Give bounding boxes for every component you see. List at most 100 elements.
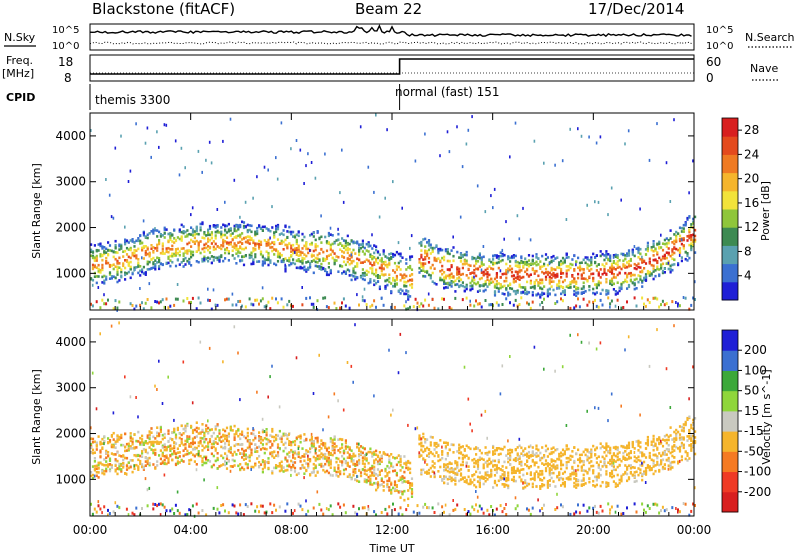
velocity-cell [520,461,522,464]
velocity-cell [154,453,156,456]
velocity-cell [451,443,453,446]
power-cell [588,269,590,272]
velocity-cell [384,468,386,471]
power-cell [626,287,628,290]
power-cell [502,273,504,276]
velocity-cell [445,476,447,479]
velocity-cell [247,466,249,469]
power-cell [92,267,94,270]
power-cell [373,244,375,247]
power-cell [539,266,541,269]
power-cell [194,241,196,244]
velocity-noise-cell [390,414,392,417]
velocity-cell [113,453,115,456]
power-cell [443,259,445,262]
power-cell [526,291,528,294]
velocity-cell [390,462,392,465]
velocity-cell [441,451,443,454]
power-cell [492,281,494,284]
velocity-cell [98,471,100,474]
velocity-cell [373,462,375,465]
velocity-near-cell [528,509,530,512]
power-cell [235,247,237,250]
power-cell [179,263,181,266]
velocity-cell [281,469,283,472]
velocity-cell [247,463,249,466]
velocity-cell [247,432,249,435]
power-cell [254,253,256,256]
power-cell [560,293,562,296]
velocity-cell [530,465,532,468]
velocity-cell [194,448,196,451]
power-cell [617,266,619,269]
velocity-noise-cell [162,402,164,405]
velocity-cell [439,459,441,462]
velocity-cell [468,446,470,449]
velocity-cell [494,474,496,477]
power-cell [330,248,332,251]
velocity-cell [528,446,530,449]
power-near-cell [649,301,651,304]
velocity-cell [303,433,305,436]
velocity-cell [394,484,396,487]
velocity-cell [456,461,458,464]
power-cell [409,265,411,268]
power-noise-cell [534,140,536,143]
velocity-cell [205,424,207,427]
power-cell [128,262,130,265]
velocity-noise-cell [405,351,407,354]
power-cell [535,279,537,282]
power-cell [568,284,570,287]
power-near-cell [130,302,132,305]
power-cell [301,257,303,260]
power-cell [392,253,394,256]
velocity-cell [196,427,198,430]
velocity-near-cell [434,511,436,514]
velocity-cell [364,472,366,475]
power-cell [434,247,436,250]
power-cell [441,273,443,276]
power-cell [688,215,690,218]
power-cell [167,233,169,236]
power-cell [605,281,607,284]
power-cell [296,247,298,250]
power-near-cell [141,301,143,304]
power-cell [162,248,164,251]
power-cell [241,255,243,258]
power-noise-cell [390,290,392,293]
velocity-near-cell [173,512,175,515]
velocity-cell [371,471,373,474]
power-cell [384,261,386,264]
velocity-cell [330,463,332,466]
power-cell [437,250,439,253]
velocity-cell [124,433,126,436]
velocity-cell [156,435,158,438]
velocity-cell [122,466,124,469]
velocity-cell [458,449,460,452]
velocity-noise-cell [111,325,113,328]
power-cell [626,261,628,264]
velocity-cell [452,468,454,471]
power-noise-cell [424,133,426,136]
velocity-cell [190,425,192,428]
velocity-cell [373,451,375,454]
power-cell [407,290,409,293]
velocity-cell [394,469,396,472]
velocity-cell [473,473,475,476]
velocity-cell [388,477,390,480]
power-cell [637,251,639,254]
power-cell [256,230,258,233]
power-cell [613,288,615,291]
velocity-cell [198,441,200,444]
power-cell [288,259,290,262]
power-cell [290,233,292,236]
power-cell [183,258,185,261]
power-noise-cell [158,146,160,149]
power-cell [679,235,681,238]
velocity-cell [486,465,488,468]
velocity-near-cell [454,508,456,511]
velocity-cell [220,455,222,458]
power-cell [192,231,194,234]
power-cell [409,256,411,259]
velocity-near-cell [220,504,222,507]
